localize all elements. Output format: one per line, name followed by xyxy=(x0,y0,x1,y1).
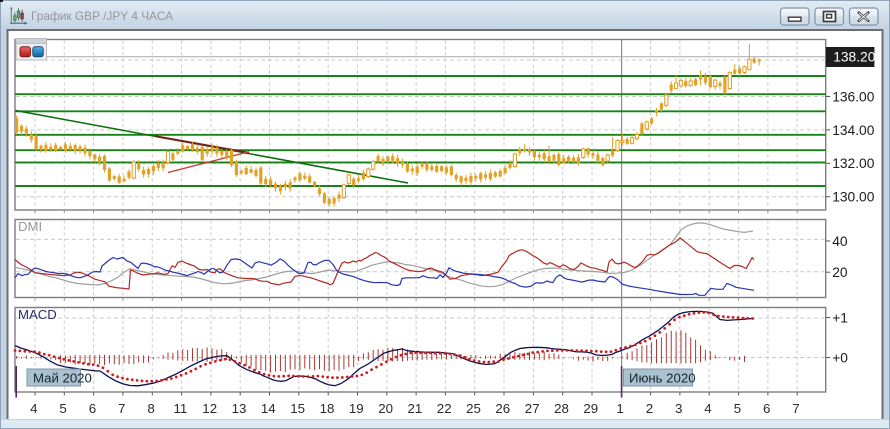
svg-text:18: 18 xyxy=(320,401,335,416)
svg-text:2: 2 xyxy=(646,401,653,416)
svg-text:DMI: DMI xyxy=(18,219,42,234)
svg-text:6: 6 xyxy=(763,401,770,416)
svg-text:19: 19 xyxy=(349,401,364,416)
svg-text:11: 11 xyxy=(173,401,187,416)
svg-text:132.00: 132.00 xyxy=(832,156,875,171)
svg-text:26: 26 xyxy=(495,401,510,416)
svg-text:7: 7 xyxy=(792,401,799,416)
svg-text:3: 3 xyxy=(675,401,682,416)
svg-text:+1: +1 xyxy=(832,310,848,325)
svg-text:21: 21 xyxy=(408,401,423,416)
svg-text:MACD: MACD xyxy=(18,307,57,322)
svg-text:4: 4 xyxy=(704,401,711,416)
svg-text:8: 8 xyxy=(147,401,154,416)
svg-text:136.00: 136.00 xyxy=(832,89,875,104)
svg-text:138.20: 138.20 xyxy=(833,50,876,65)
svg-text:25: 25 xyxy=(466,401,481,416)
svg-text:Май 2020: Май 2020 xyxy=(33,371,92,386)
svg-text:1: 1 xyxy=(616,401,623,416)
svg-text:Июнь 2020: Июнь 2020 xyxy=(629,371,696,386)
svg-text:28: 28 xyxy=(554,401,569,416)
svg-text:20: 20 xyxy=(378,401,393,416)
svg-text:27: 27 xyxy=(525,401,540,416)
svg-text:4: 4 xyxy=(30,401,37,416)
svg-text:40: 40 xyxy=(832,234,848,249)
svg-text:22: 22 xyxy=(437,401,452,416)
svg-text:134.00: 134.00 xyxy=(832,123,875,138)
svg-text:+0: +0 xyxy=(832,350,848,365)
svg-text:29: 29 xyxy=(583,401,598,416)
svg-text:7: 7 xyxy=(118,401,125,416)
svg-text:12: 12 xyxy=(202,401,217,416)
svg-text:5: 5 xyxy=(734,401,741,416)
svg-text:14: 14 xyxy=(261,401,276,416)
svg-text:График GBP /JPY 4 ЧАСА: График GBP /JPY 4 ЧАСА xyxy=(31,9,173,23)
svg-text:130.00: 130.00 xyxy=(832,190,875,205)
svg-text:6: 6 xyxy=(89,401,96,416)
svg-text:20: 20 xyxy=(832,265,848,280)
svg-text:15: 15 xyxy=(290,401,305,416)
svg-text:5: 5 xyxy=(59,401,66,416)
svg-text:13: 13 xyxy=(232,401,247,416)
